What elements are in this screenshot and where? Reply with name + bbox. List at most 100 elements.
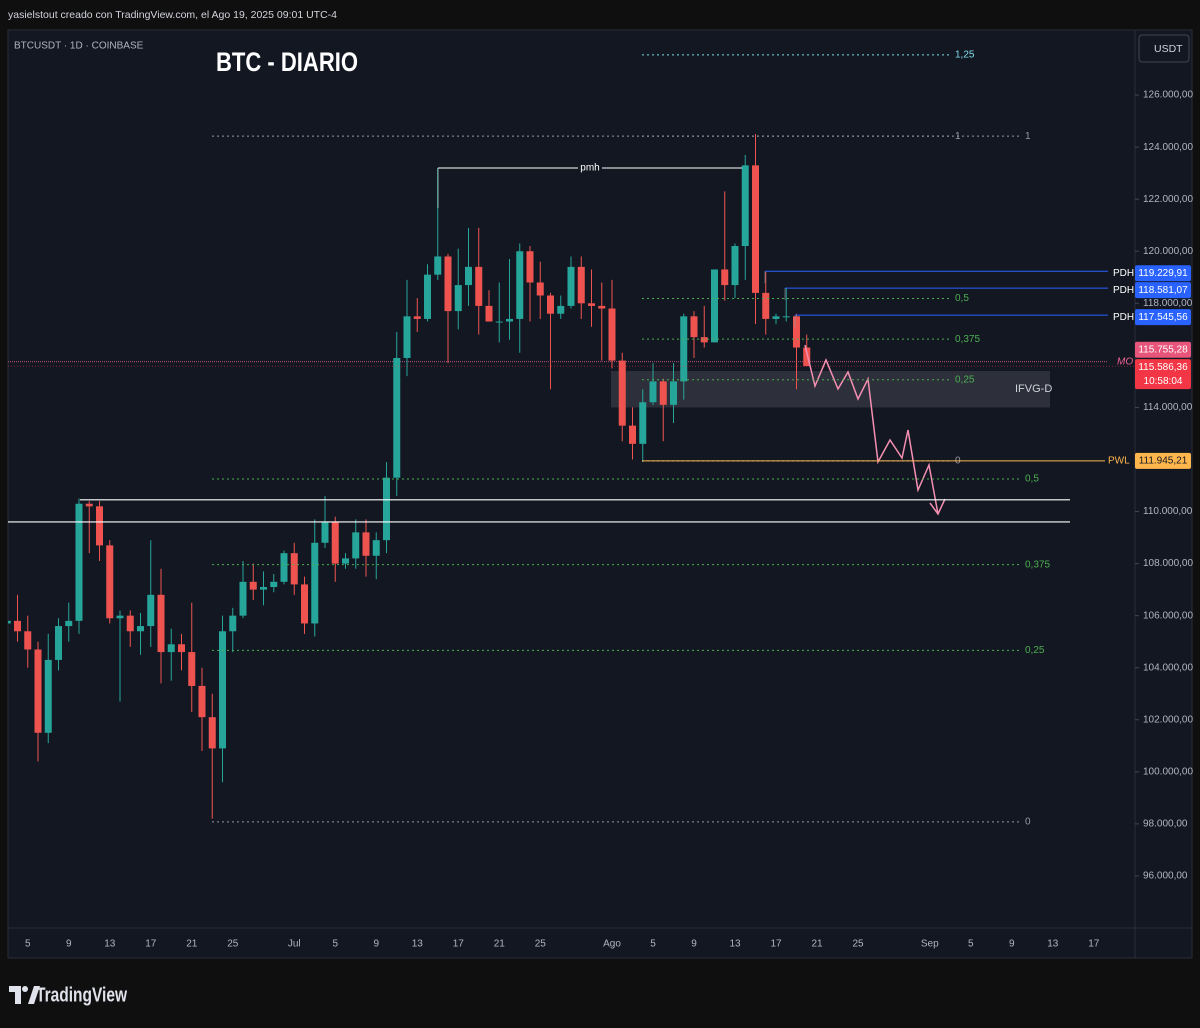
y-tick-label: 122.000,00	[1143, 194, 1193, 205]
x-tick-label: 13	[1047, 939, 1059, 950]
candle-body	[290, 553, 298, 585]
candle-body	[536, 282, 544, 296]
currency: USDT	[1154, 43, 1183, 55]
candle-body	[280, 553, 288, 582]
fib-label: 1	[955, 131, 961, 142]
y-tick-label: 114.000,00	[1143, 402, 1193, 413]
y-tick-label: 110.000,00	[1143, 506, 1193, 517]
candle-body	[639, 402, 647, 444]
candle-body	[178, 644, 185, 653]
candle-body	[249, 581, 257, 590]
y-tick-label: 106.000,00	[1143, 610, 1193, 621]
x-tick-label: Sep	[921, 939, 939, 950]
fib-label: 0,5	[1025, 474, 1039, 485]
candle-body	[752, 165, 759, 293]
price-badge-label: 118.581,07	[1138, 285, 1188, 296]
fib-label: 0,5	[955, 293, 969, 304]
candle-body	[547, 295, 554, 314]
candle-body	[147, 594, 155, 627]
candle-body	[24, 631, 32, 650]
candle-body	[372, 540, 380, 556]
pmh-label-bg	[578, 160, 602, 175]
y-tick-label: 126.000,00	[1143, 90, 1193, 101]
last-price-badge	[1135, 359, 1191, 390]
candle-body	[762, 292, 770, 319]
candle-body	[526, 251, 534, 283]
candle-body	[301, 584, 308, 624]
x-tick-label: 9	[1009, 939, 1015, 950]
logo-dot	[22, 986, 28, 992]
pdh-label: PDH	[1113, 285, 1134, 296]
mo-label: MO	[1117, 356, 1133, 367]
price-badge-label: 117.545,56	[1138, 312, 1188, 323]
x-tick-label: 21	[494, 939, 506, 950]
candle-body	[608, 308, 616, 361]
candle-body	[352, 532, 360, 559]
candle-body	[454, 285, 462, 312]
y-tick-label: 118.000,00	[1143, 298, 1193, 309]
candle-body	[731, 246, 739, 286]
candle-body	[65, 620, 73, 627]
credit: yasielstout creado con TradingView.com, …	[8, 9, 337, 21]
x-tick-label: 5	[650, 939, 656, 950]
candle-body	[711, 269, 718, 343]
zone-label: IFVG-D	[1015, 383, 1052, 395]
y-tick-label: 96.000,00	[1143, 871, 1188, 882]
candle-body	[649, 381, 657, 403]
candle-body	[342, 558, 349, 564]
candle-body	[331, 521, 339, 564]
candle-body	[55, 626, 62, 660]
candle-body	[424, 274, 431, 319]
candle-body	[670, 381, 677, 405]
projection-path	[804, 344, 939, 515]
candle-body	[270, 581, 278, 588]
brand: TradingView	[36, 984, 127, 1006]
candle-body	[321, 521, 329, 543]
fib-label: 1	[1025, 131, 1031, 142]
price-badge	[1135, 452, 1191, 469]
candle-body	[75, 503, 83, 621]
x-tick-label: 9	[66, 939, 72, 950]
fib-label: 1,25	[955, 50, 975, 61]
candle-body	[465, 266, 472, 286]
candle-body	[198, 685, 206, 718]
candle-body	[393, 357, 401, 478]
price-badge	[1135, 265, 1191, 282]
x-tick-label: Jul	[288, 939, 301, 950]
logo-mark	[9, 986, 21, 1004]
candle-body	[403, 316, 411, 358]
candle-body	[659, 381, 667, 405]
y-tick-label: 104.000,00	[1143, 662, 1193, 673]
price-badge-label: 115.755,28	[1138, 344, 1188, 355]
fib-label: 0,375	[955, 334, 980, 345]
logo-slash	[28, 986, 40, 1004]
candle-body	[793, 316, 800, 348]
candle-body	[680, 316, 688, 382]
last-price-label: 115.586,36	[1138, 362, 1188, 373]
price-badge-label: 119.229,91	[1138, 268, 1188, 279]
candle-body	[782, 316, 790, 318]
x-tick-label: 5	[968, 939, 974, 950]
candle-body	[8, 620, 11, 624]
fib-label: 0	[1025, 816, 1031, 827]
candle-body	[116, 615, 124, 619]
candle-body	[137, 626, 144, 632]
fib-label: 0,25	[955, 374, 975, 385]
x-tick-label: 5	[332, 939, 338, 950]
candle-body	[690, 316, 698, 338]
candle-body	[229, 615, 237, 632]
currency-box[interactable]	[1138, 34, 1190, 63]
x-tick-label: 17	[770, 939, 782, 950]
price-badge	[1135, 341, 1191, 358]
y-tick-label: 100.000,00	[1143, 766, 1193, 777]
x-tick-label: 13	[729, 939, 741, 950]
candle-body	[495, 321, 503, 323]
candle-body	[475, 266, 483, 306]
y-tick-label: 108.000,00	[1143, 558, 1193, 569]
candle-body	[311, 542, 319, 624]
candle-body	[219, 631, 226, 749]
price-badge	[1135, 309, 1191, 326]
projection-arrow	[929, 498, 946, 516]
candle-body	[618, 360, 626, 426]
